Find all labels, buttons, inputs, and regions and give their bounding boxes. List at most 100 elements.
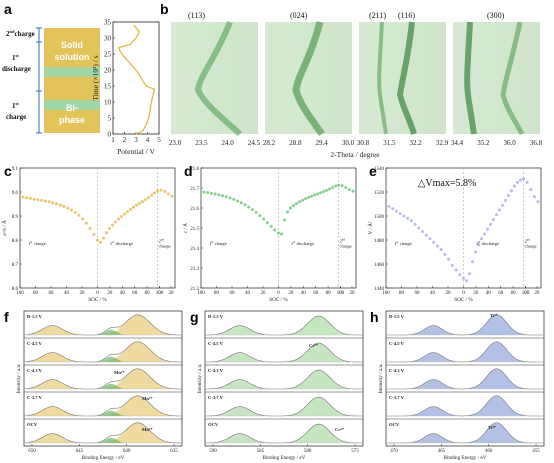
data-point — [504, 198, 507, 202]
ytick-label: 1460 — [374, 263, 385, 268]
data-point — [265, 221, 269, 225]
data-point — [417, 226, 421, 230]
plot-frame — [23, 310, 183, 447]
data-point — [111, 223, 114, 227]
fit-component — [24, 325, 182, 335]
xtick-label: 100 — [16, 291, 24, 296]
row-label: C-3.7 V — [389, 395, 405, 400]
fit-component — [24, 352, 182, 362]
panel-a-schematic: Solid solution Bi- phase 2ndcharge 1st d… — [2, 27, 100, 134]
xtick-label: 80 — [145, 291, 151, 296]
xtick-label: 0 — [524, 291, 527, 296]
data-point — [337, 183, 340, 187]
data-point — [432, 240, 436, 244]
data-point — [465, 279, 468, 283]
data-point — [170, 194, 174, 198]
data-point — [295, 202, 298, 206]
data-point — [507, 194, 510, 198]
fit-component — [205, 316, 363, 335]
data-point — [486, 227, 489, 231]
b-xtick-label: 23.5 — [195, 139, 208, 147]
b-xtick-label: 31.5 — [383, 139, 396, 147]
row-label: OCV — [389, 422, 400, 427]
data-point — [150, 193, 153, 197]
peak-024: (024) — [290, 11, 308, 20]
fit-component — [24, 356, 182, 362]
map-113 — [171, 22, 258, 134]
data-point — [126, 210, 129, 214]
b-xtick-label: 28.8 — [289, 139, 302, 147]
data-point — [221, 194, 225, 198]
data-point — [340, 184, 344, 188]
solid-solution-band-mid — [44, 90, 100, 100]
fit-component — [205, 352, 363, 362]
b-xtick-label: 36.0 — [504, 139, 517, 147]
xtick-label: 20 — [288, 291, 294, 296]
data-point — [331, 186, 334, 190]
a-xtick-label: 3 — [134, 136, 138, 144]
data-point — [43, 199, 47, 203]
cell-volume-plot: 1440 1460 1480 1500 1520 1540 100 80 60 40 20 0 20 40… — [366, 167, 542, 303]
panel-b-label: b — [160, 1, 169, 17]
b-xtick-label: 32.2 — [410, 139, 423, 147]
bi-label: Bi- — [66, 103, 78, 113]
data-point — [239, 201, 243, 205]
fit-component — [205, 433, 363, 443]
second-charge-annotation: 2nd — [525, 237, 531, 243]
fit-envelope — [23, 395, 183, 417]
xtick-label: 20 — [80, 291, 86, 296]
row-label: C-3.7 V — [27, 395, 43, 400]
data-point — [88, 227, 92, 230]
data-point — [421, 230, 424, 234]
solid-label: Solid — [61, 40, 83, 50]
biphase-band-upper — [44, 67, 100, 77]
xtick-label: 20 — [107, 291, 113, 296]
fit-component — [386, 379, 544, 389]
data-point — [458, 273, 462, 277]
a-xtick-label: 1 — [111, 136, 115, 144]
species-label: Mn²⁺ — [142, 427, 153, 432]
fit-envelope — [386, 341, 544, 363]
xlabel: Binding Energy / eV — [444, 455, 487, 461]
fit-component — [24, 406, 182, 416]
data-point — [144, 198, 147, 202]
a-ytick-label: 5 — [108, 114, 112, 122]
data-point — [209, 191, 213, 195]
xtick-label: 80 — [33, 291, 39, 296]
first-discharge-num: 1st — [12, 53, 19, 62]
xtick-label: 60 — [132, 291, 138, 296]
data-point — [316, 192, 319, 196]
data-point — [159, 188, 163, 192]
data-point — [304, 197, 307, 201]
plot-frame — [385, 310, 545, 447]
ytick-label: 8.8 — [12, 239, 19, 244]
solution-label: solution — [55, 52, 90, 62]
data-point — [73, 210, 77, 214]
data-point — [55, 202, 58, 206]
cr-2p-xps: D-1.5 V C-4.5 V C-4.3 V C-3.7 V OCV 590 585 580… — [197, 310, 364, 461]
xtick-label: 80 — [214, 291, 220, 296]
b-xtick-label: 36.8 — [530, 139, 543, 147]
mn-2p-xps: D-1.5 V C-4.5 V C-4.3 V C-3.7 V OCV 650 645 640… — [16, 310, 183, 461]
data-point — [519, 178, 522, 182]
b-xtick-label: 23.0 — [169, 139, 182, 147]
data-point — [217, 193, 221, 197]
xtick-label: 0 — [339, 291, 342, 296]
xtick-label: 100 — [337, 291, 345, 296]
fit-component — [24, 410, 182, 416]
data-point — [483, 232, 486, 236]
data-point — [77, 213, 81, 217]
xtick-label: 100 — [156, 291, 164, 296]
xtick-label: 590 — [209, 449, 217, 454]
data-point — [492, 218, 495, 222]
phase-label: phase — [59, 115, 85, 125]
data-point — [325, 188, 328, 192]
row-label: C-4.5 V — [389, 341, 405, 346]
ytick-label: 8.6 — [12, 287, 19, 292]
panel-b-maps: (113) (024) (211) (116) (300) 23.0 23.5 24… — [169, 11, 543, 159]
xtick-label: 20 — [446, 291, 452, 296]
b-xtick-label: 32.9 — [436, 139, 449, 147]
xtick-label: 455 — [532, 449, 540, 454]
